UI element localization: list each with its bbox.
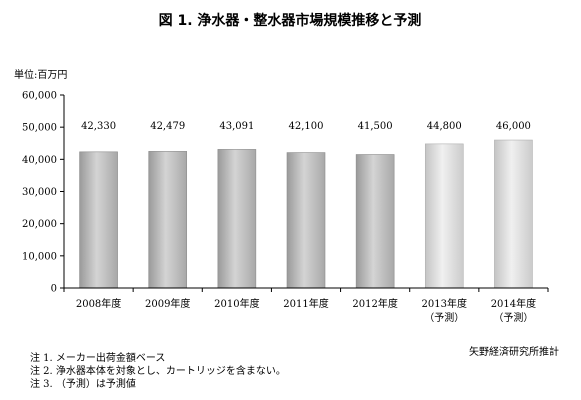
note-3: 注 3. （予測）は予測値 bbox=[30, 379, 136, 390]
bar-1 bbox=[79, 151, 118, 289]
note-1: 注 1. メーカー出荷金額ベース bbox=[30, 353, 166, 364]
category-label-1: 2008年度 bbox=[76, 297, 121, 310]
chart-title: 図 1. 浄水器・整水器市場規模推移と予測 bbox=[159, 12, 422, 29]
category-label-5: 2012年度 bbox=[352, 297, 397, 310]
category-sublabel-6: （予測） bbox=[424, 311, 464, 324]
data-label-3: 43,091 bbox=[219, 121, 254, 132]
data-label-7: 46,000 bbox=[496, 121, 531, 132]
bar-4 bbox=[286, 152, 326, 289]
note-2: 注 2. 浄水器本体を対象とし、カートリッジを含まない。 bbox=[30, 366, 286, 377]
y-tick-label: 0 bbox=[51, 284, 57, 295]
data-label-5: 41,500 bbox=[358, 121, 393, 132]
bar-6 bbox=[424, 143, 464, 289]
x-axis: 2008年度 2009年度 2010年度 2011年度 2012年度 2013年度（予測）… bbox=[63, 287, 549, 324]
data-label-6: 44,800 bbox=[427, 121, 462, 132]
bar-2 bbox=[148, 151, 188, 289]
category-label-4: 2011年度 bbox=[283, 297, 328, 310]
bar-5 bbox=[355, 154, 395, 289]
bar-7 bbox=[494, 139, 533, 289]
bar-3 bbox=[217, 149, 257, 289]
category-label-6: 2013年度 bbox=[422, 297, 467, 310]
y-tick-label: 10,000 bbox=[22, 251, 57, 262]
data-label-4: 42,100 bbox=[289, 121, 324, 132]
y-tick-label: 20,000 bbox=[22, 219, 57, 230]
bars: 42,330 42,479 43,091 42,100 41,500 44,800 46,0… bbox=[79, 121, 533, 289]
category-sublabel-7: （予測） bbox=[493, 311, 533, 324]
unit-label: 単位:百万円 bbox=[14, 68, 67, 81]
data-label-2: 42,479 bbox=[150, 121, 185, 132]
source-credit: 矢野経済研究所推計 bbox=[469, 347, 559, 358]
y-tick-label: 60,000 bbox=[22, 91, 57, 102]
y-tick-label: 40,000 bbox=[22, 155, 57, 166]
y-axis: 0 10,000 20,000 30,000 40,000 50,000 60,000 bbox=[22, 91, 65, 295]
category-label-2: 2009年度 bbox=[145, 297, 190, 310]
data-label-1: 42,330 bbox=[81, 121, 116, 132]
category-label-7: 2014年度 bbox=[491, 297, 536, 310]
y-tick-label: 30,000 bbox=[22, 187, 57, 198]
y-tick-label: 50,000 bbox=[22, 123, 57, 134]
category-label-3: 2010年度 bbox=[214, 297, 259, 310]
